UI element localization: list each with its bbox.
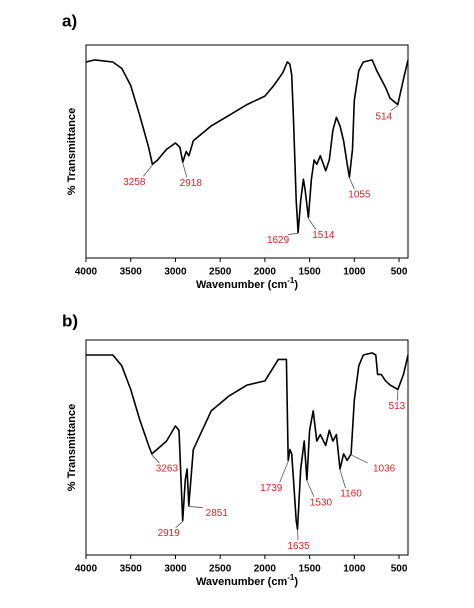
x-axis-label-sup: -1 bbox=[287, 573, 295, 582]
x-tick-label: 2000 bbox=[254, 564, 277, 575]
annotation-leader bbox=[288, 233, 299, 235]
annotation-leader bbox=[396, 390, 399, 401]
peak-annotation: 2851 bbox=[206, 508, 229, 519]
annotation-leader bbox=[349, 177, 355, 190]
x-axis-label: Wavenumber (cm-1) bbox=[196, 276, 298, 291]
annotation-leader bbox=[297, 530, 299, 541]
x-tick-label: 4000 bbox=[75, 564, 98, 575]
x-tick-label: 4000 bbox=[75, 267, 98, 278]
annotation-leader bbox=[175, 521, 183, 528]
annotation-leader bbox=[279, 461, 289, 483]
x-tick-label: 3500 bbox=[120, 267, 143, 278]
y-axis-label: % Transmittance bbox=[66, 404, 78, 491]
y-axis-label: % Transmittance bbox=[66, 108, 78, 195]
annotation-leader bbox=[182, 163, 188, 178]
annotation-leader bbox=[143, 165, 153, 177]
x-axis-label-text: Wavenumber (cm bbox=[196, 279, 288, 291]
peak-annotation: 514 bbox=[375, 111, 392, 122]
annotation-leader bbox=[306, 480, 315, 497]
peak-annotation: 513 bbox=[389, 401, 406, 412]
x-axis-label-tail: ) bbox=[294, 279, 298, 291]
x-tick-label: 2500 bbox=[209, 564, 232, 575]
x-tick-label: 500 bbox=[391, 267, 408, 278]
annotation-leader bbox=[339, 469, 346, 489]
peak-annotation: 1160 bbox=[340, 489, 362, 500]
annotation-leader bbox=[151, 454, 160, 464]
panel-label: a) bbox=[62, 11, 77, 30]
plot-frame bbox=[85, 44, 409, 259]
x-tick-label: 1000 bbox=[343, 267, 366, 278]
peak-annotation: 1530 bbox=[310, 497, 333, 508]
x-tick-label: 2500 bbox=[209, 267, 232, 278]
spectrum-line bbox=[86, 352, 409, 530]
peak-annotation: 2918 bbox=[180, 178, 203, 189]
annotation-leader bbox=[188, 506, 203, 508]
x-tick-label: 3000 bbox=[164, 564, 187, 575]
x-axis-label-text: Wavenumber (cm bbox=[196, 576, 288, 588]
panel-label: b) bbox=[62, 311, 78, 330]
annotation-leader bbox=[308, 218, 317, 230]
peak-annotation: 3258 bbox=[123, 177, 146, 188]
x-axis-label: Wavenumber (cm-1) bbox=[196, 573, 298, 588]
annotation-leader bbox=[390, 105, 399, 111]
peak-annotation: 1635 bbox=[287, 541, 310, 552]
x-tick-label: 1500 bbox=[298, 564, 321, 575]
peak-annotation: 3263 bbox=[156, 464, 179, 475]
peak-annotation: 1629 bbox=[267, 235, 290, 246]
x-tick-label: 3000 bbox=[164, 267, 187, 278]
plot-frame bbox=[85, 339, 409, 556]
peak-annotation: 1739 bbox=[260, 483, 283, 494]
x-tick-label: 1500 bbox=[298, 267, 321, 278]
peak-annotation: 1514 bbox=[312, 230, 335, 241]
spectrum-line bbox=[85, 59, 409, 234]
x-axis-label-tail: ) bbox=[294, 576, 298, 588]
x-tick-label: 1000 bbox=[343, 564, 366, 575]
annotation-leader bbox=[350, 454, 368, 464]
peak-annotation: 1055 bbox=[348, 190, 371, 201]
x-tick-label: 500 bbox=[391, 564, 408, 575]
x-axis-label-sup: -1 bbox=[287, 276, 295, 285]
x-tick-label: 3500 bbox=[120, 564, 143, 575]
peak-annotation: 2919 bbox=[158, 528, 181, 539]
x-tick-label: 2000 bbox=[254, 267, 277, 278]
peak-annotation: 1036 bbox=[373, 464, 396, 475]
